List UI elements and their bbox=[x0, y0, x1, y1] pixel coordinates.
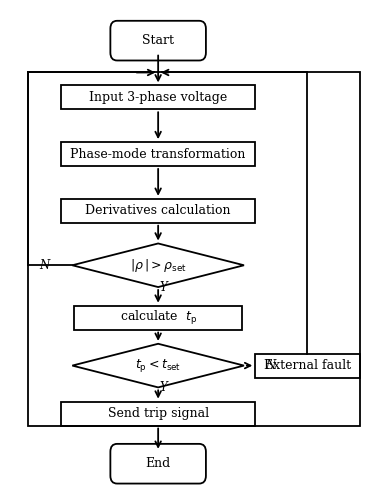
Bar bbox=[27, 72, 360, 426]
Text: Send trip signal: Send trip signal bbox=[108, 407, 209, 420]
Bar bbox=[255, 354, 360, 378]
Polygon shape bbox=[72, 244, 244, 287]
Bar bbox=[61, 86, 255, 110]
Text: External fault: External fault bbox=[264, 359, 351, 372]
Text: $t_{\rm p} < t_{\rm set}$: $t_{\rm p} < t_{\rm set}$ bbox=[135, 357, 181, 374]
Text: Start: Start bbox=[142, 34, 174, 47]
FancyBboxPatch shape bbox=[111, 444, 206, 484]
Polygon shape bbox=[72, 344, 244, 388]
Text: $|\rho\,|>\rho_{\rm set}$: $|\rho\,|>\rho_{\rm set}$ bbox=[130, 257, 186, 274]
Text: Phase-mode transformation: Phase-mode transformation bbox=[70, 148, 246, 160]
Text: End: End bbox=[146, 457, 171, 470]
Bar bbox=[61, 199, 255, 222]
FancyBboxPatch shape bbox=[111, 21, 206, 60]
Text: Input 3-phase voltage: Input 3-phase voltage bbox=[89, 91, 227, 104]
Text: calculate  $t_{\rm p}$: calculate $t_{\rm p}$ bbox=[120, 308, 197, 326]
Text: N: N bbox=[265, 359, 275, 372]
Text: Y: Y bbox=[160, 280, 168, 293]
Bar bbox=[61, 142, 255, 166]
Bar bbox=[61, 402, 255, 425]
Text: N: N bbox=[39, 259, 49, 272]
Text: Derivatives calculation: Derivatives calculation bbox=[85, 204, 231, 217]
Bar bbox=[74, 306, 242, 330]
Text: Y: Y bbox=[160, 381, 168, 394]
